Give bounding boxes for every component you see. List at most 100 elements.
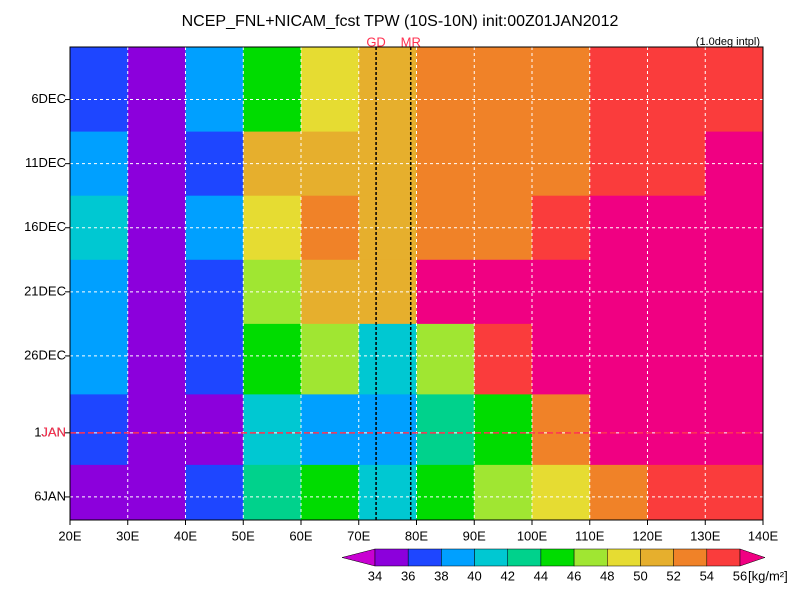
heat-cell xyxy=(301,394,360,466)
colorbar-box xyxy=(407,548,442,567)
x-tick-label: 100E xyxy=(517,528,548,543)
heat-cell xyxy=(705,323,764,395)
heat-cell xyxy=(127,47,186,133)
colorbar-units: [kg/m²] xyxy=(748,568,788,583)
heat-cell xyxy=(416,323,475,395)
heat-cell xyxy=(647,47,706,133)
heat-cell xyxy=(70,394,129,466)
heat-cell xyxy=(127,464,186,521)
colorbar-box xyxy=(673,548,708,567)
colorbar-label: 46 xyxy=(567,568,581,583)
heat-cell xyxy=(70,323,129,395)
colorbar-label: 52 xyxy=(666,568,680,583)
heat-cell xyxy=(647,323,706,395)
heat-cell xyxy=(358,394,417,466)
heat-cell xyxy=(589,47,648,133)
heat-cell xyxy=(474,464,533,521)
x-tick-label: 120E xyxy=(632,528,663,543)
colorbar-box xyxy=(507,548,542,567)
heat-cell xyxy=(474,323,533,395)
heat-cell xyxy=(301,464,360,521)
heat-cell xyxy=(358,323,417,395)
heat-cell xyxy=(474,47,533,133)
heat-cell xyxy=(416,464,475,521)
heat-cell xyxy=(127,394,186,466)
y-tick-label: 6DEC xyxy=(31,91,66,106)
heat-cell xyxy=(416,394,475,466)
heat-cell xyxy=(532,464,591,521)
heat-cell xyxy=(185,323,244,395)
heat-cell xyxy=(705,394,764,466)
heat-cell xyxy=(474,394,533,466)
chart-subtitle: (1.0deg intpl) xyxy=(696,36,760,48)
x-tick-label: 40E xyxy=(174,528,197,543)
heat-cell xyxy=(358,47,417,133)
heat-cell xyxy=(127,323,186,395)
colorbar-low xyxy=(341,548,376,567)
colorbar-label: 36 xyxy=(401,568,415,583)
heat-cell xyxy=(185,394,244,466)
x-tick-label: 90E xyxy=(463,528,486,543)
heat-cell xyxy=(358,464,417,521)
heat-cell xyxy=(70,464,129,521)
plot-frame xyxy=(69,46,764,521)
colorbar-label: 34 xyxy=(368,568,382,583)
colorbar-label: 40 xyxy=(467,568,481,583)
heat-cell xyxy=(243,394,302,466)
heat-cell xyxy=(532,47,591,133)
heat-cell xyxy=(532,323,591,395)
heat-cell xyxy=(589,464,648,521)
colorbar-label: 54 xyxy=(700,568,714,583)
heat-cell xyxy=(416,47,475,133)
x-tick-label: 30E xyxy=(116,528,139,543)
heat-cell xyxy=(185,47,244,133)
heat-cell xyxy=(705,464,764,521)
heat-cell xyxy=(243,464,302,521)
colorbar-box xyxy=(474,548,508,567)
colorbar-box xyxy=(441,548,475,567)
heat-cell xyxy=(647,394,706,466)
colorbar-box xyxy=(540,548,575,567)
heat-cell xyxy=(243,323,302,395)
colorbar-label: 42 xyxy=(500,568,514,583)
colorbar-label: 50 xyxy=(633,568,647,583)
x-tick-label: 20E xyxy=(58,528,81,543)
heat-cell xyxy=(70,47,129,133)
y-tick-label: 1JAN xyxy=(34,424,66,439)
colorbar-box xyxy=(374,548,409,567)
colorbar-label: 48 xyxy=(600,568,614,583)
heat-cell xyxy=(589,394,648,466)
heat-cell xyxy=(589,323,648,395)
heat-cell xyxy=(705,47,764,133)
x-tick-label: 140E xyxy=(748,528,779,543)
heat-cell xyxy=(185,464,244,521)
x-tick-label: 130E xyxy=(690,528,721,543)
colorbar-high xyxy=(739,548,766,567)
colorbar-box xyxy=(573,548,608,567)
y-tick-label: 6JAN xyxy=(34,488,66,503)
x-tick-label: 80E xyxy=(405,528,428,543)
chart-title: NCEP_FNL+NICAM_fcst TPW (10S-10N) init:0… xyxy=(182,13,619,30)
y-tick-label: 11DEC xyxy=(25,155,66,170)
colorbar-box xyxy=(706,548,741,567)
heat-cell xyxy=(532,394,591,466)
x-tick-label: 50E xyxy=(232,528,255,543)
y-tick-label: 16DEC xyxy=(24,219,66,234)
init-label: JAN xyxy=(41,424,66,439)
y-tick-label: 26DEC xyxy=(24,347,66,362)
station-label: MR xyxy=(401,34,421,49)
colorbar-box xyxy=(607,548,641,567)
heat-cell xyxy=(647,464,706,521)
x-tick-label: 110E xyxy=(575,528,605,543)
x-tick-label: 60E xyxy=(289,528,312,543)
colorbar-label: 44 xyxy=(534,568,548,583)
y-tick-label: 21DEC xyxy=(24,283,66,298)
colorbar-box xyxy=(640,548,674,567)
heat-cell xyxy=(243,47,302,133)
heat-cell xyxy=(301,323,360,395)
colorbar-label: 56 xyxy=(733,568,747,583)
x-tick-label: 70E xyxy=(347,528,370,543)
colorbar-label: 38 xyxy=(434,568,448,583)
station-label: GD xyxy=(366,34,386,49)
